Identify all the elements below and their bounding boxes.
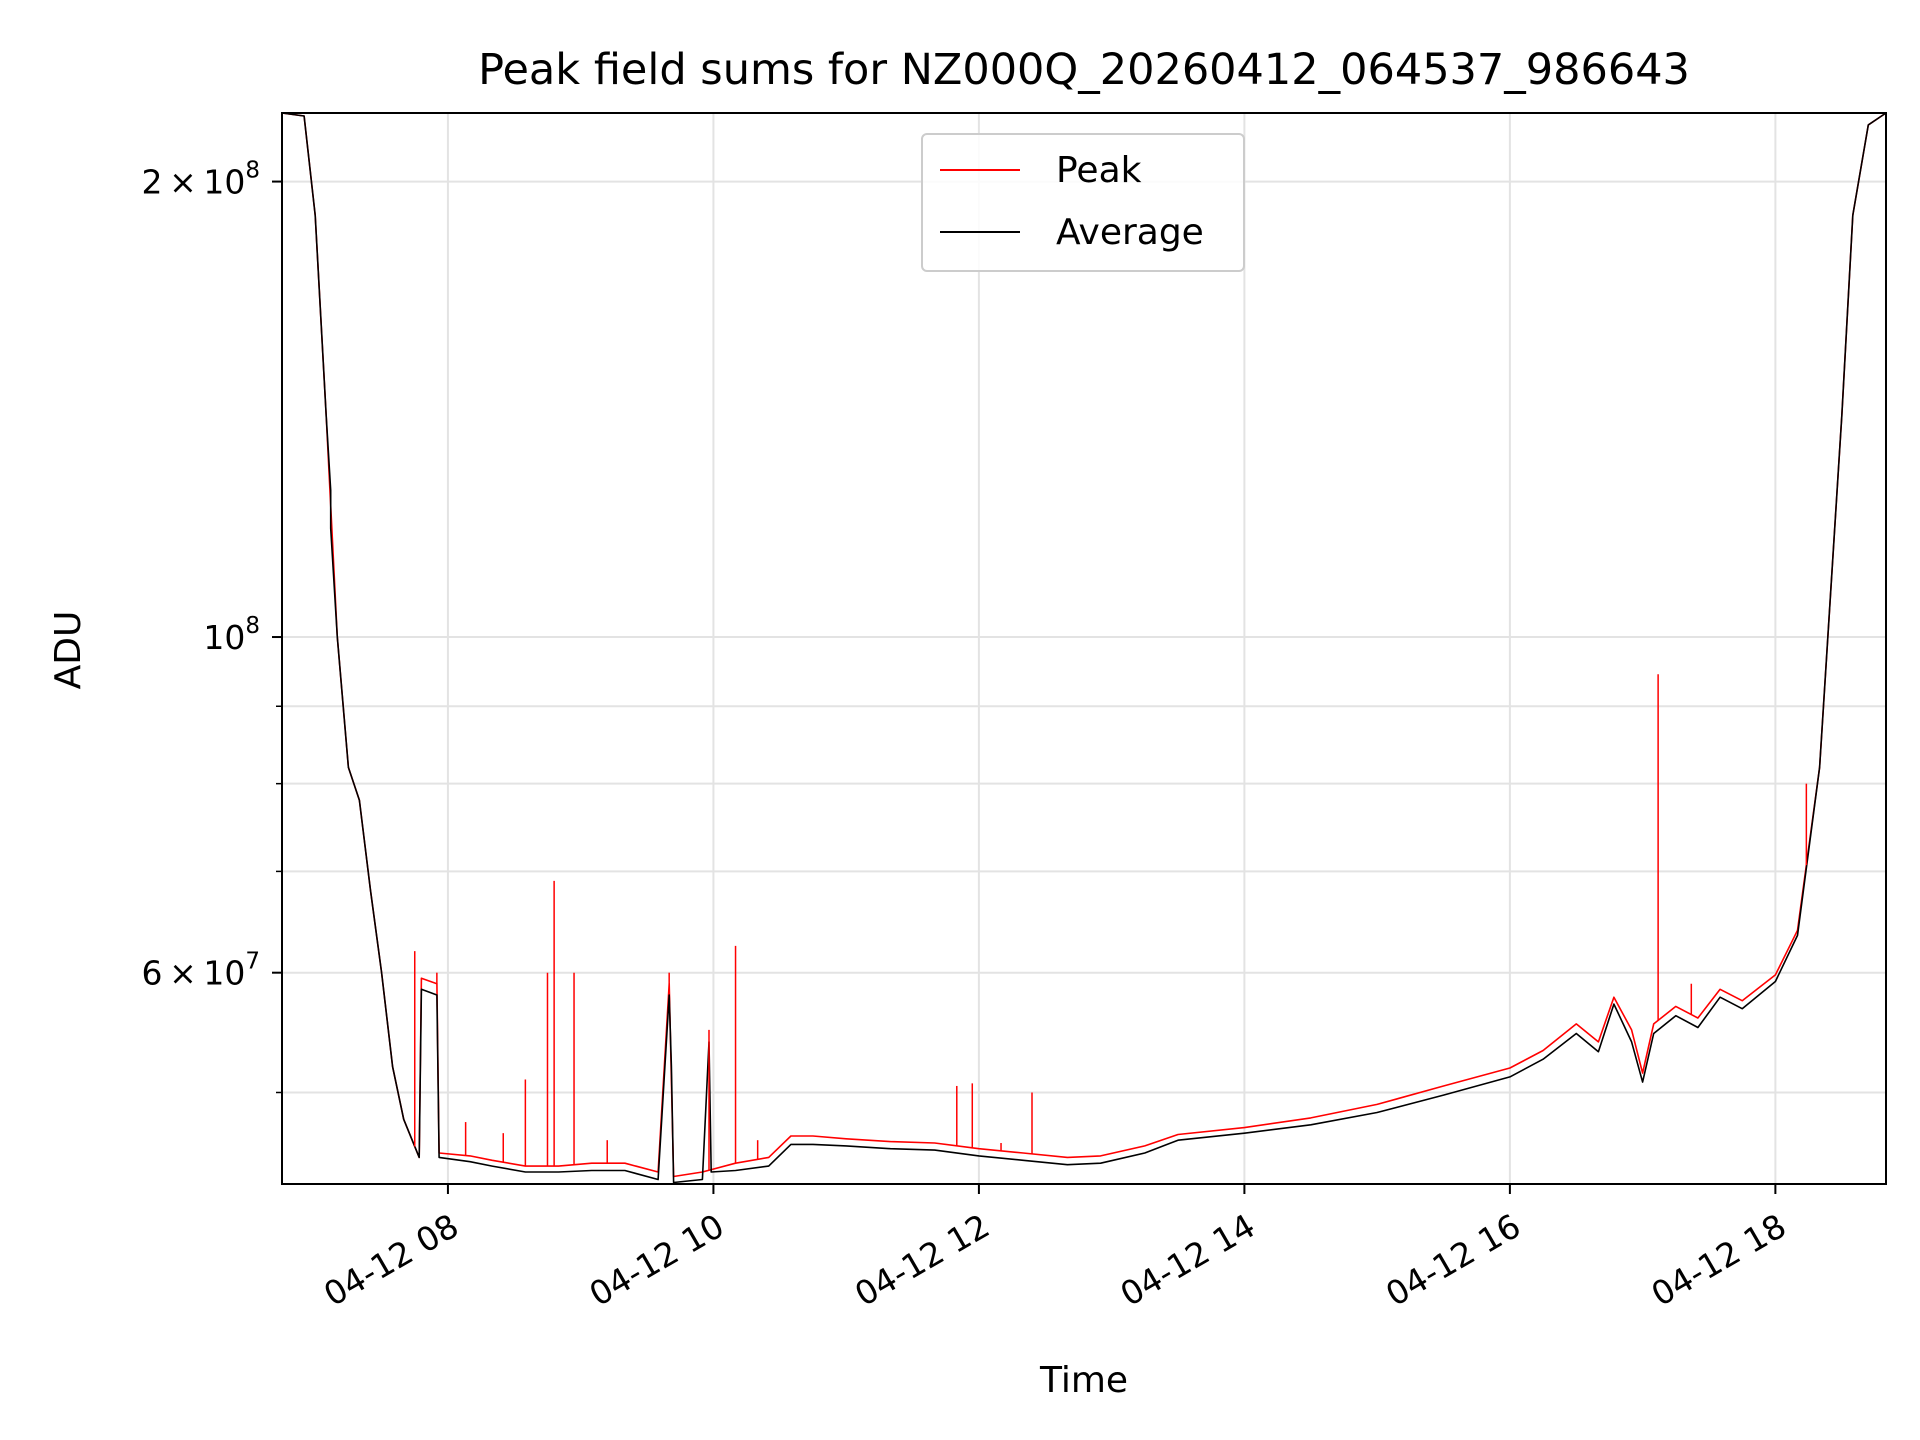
series-layer [281,112,1887,1184]
y-tick-label: 2 × 108 [142,158,260,202]
y-tick-label: 6 × 107 [142,949,260,993]
y-tick-label-base: 10 [203,618,245,657]
series-line-average [281,112,1887,1184]
grid [282,113,1886,1184]
y-tick-label-exponent: 8 [245,158,260,184]
y-axis-label: ADU [48,611,89,690]
y-tick-label-exponent: 8 [245,613,260,639]
y-tick-label: 108 [203,613,260,657]
legend-label-average: Average [1056,212,1204,253]
x-axis-label: Time [1039,1360,1128,1401]
legend-label-peak: Peak [1056,150,1142,191]
legend-box [921,133,1245,272]
y-tick-label-base: 6 × 10 [142,954,246,993]
legend: Peak Average [921,133,1245,272]
chart-title: Peak field sums for NZ000Q_20260412_0645… [478,45,1690,95]
y-tick-label-base: 2 × 10 [142,163,246,202]
y-tick-label-exponent: 7 [245,949,260,975]
plot-area-frame [281,112,1887,1185]
